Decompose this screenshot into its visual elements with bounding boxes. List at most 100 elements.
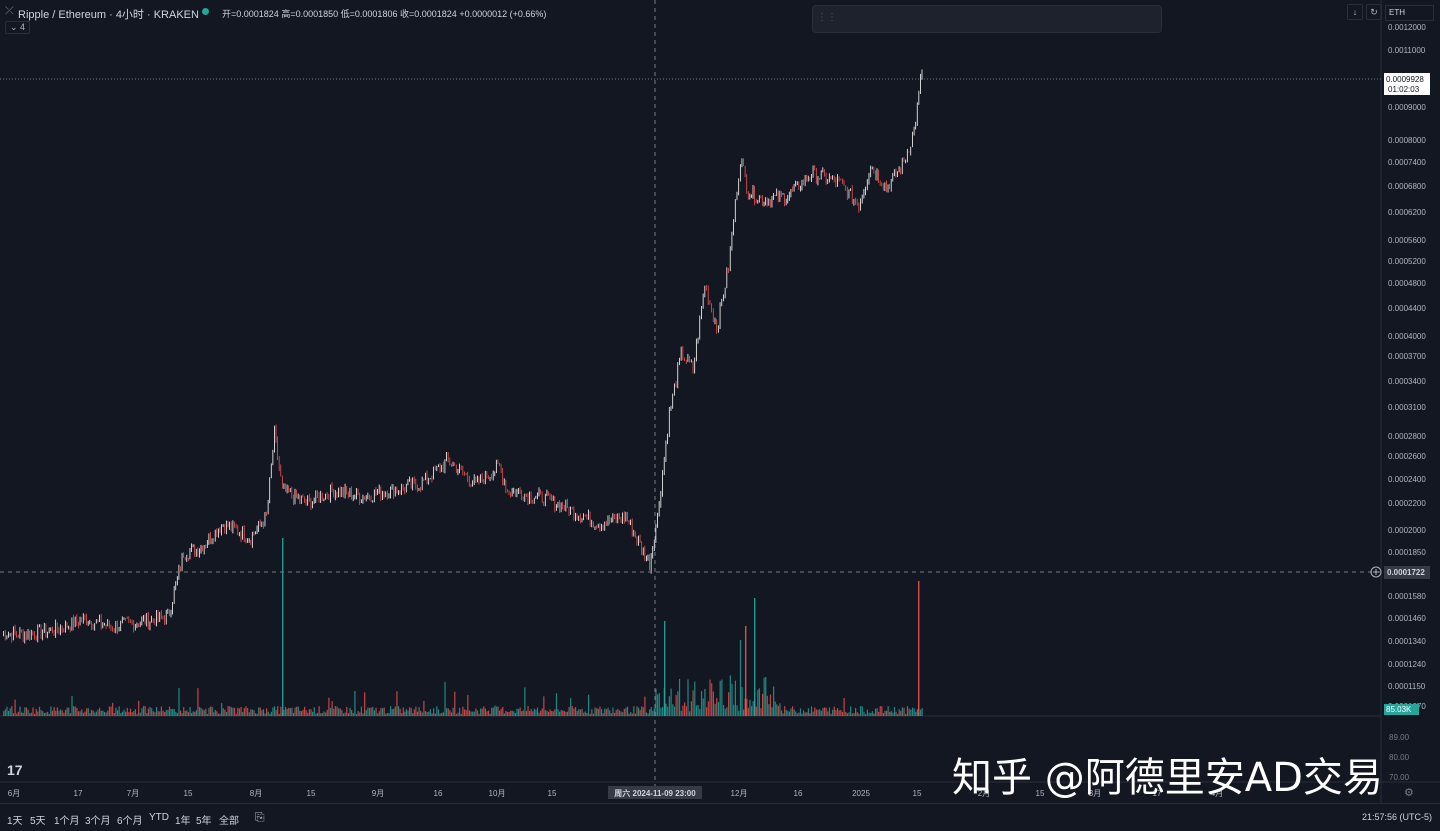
volume-bar xyxy=(532,711,534,716)
volume-bar xyxy=(424,711,427,716)
volume-bar xyxy=(266,708,268,716)
drawing-toolbar: ⋮⋮ xyxy=(812,5,1162,33)
volume-bar xyxy=(596,708,598,716)
volume-bar xyxy=(339,708,341,716)
x-tick-label: 16 xyxy=(434,789,443,798)
volume-bar xyxy=(155,707,158,716)
volume-bar xyxy=(757,689,759,716)
period-button-4[interactable]: 6个月 xyxy=(117,816,143,827)
goto-date-icon[interactable]: ⎘ xyxy=(255,810,265,824)
volume-bar xyxy=(334,706,336,716)
currency-select[interactable]: ETH xyxy=(1385,5,1434,21)
volume-bar xyxy=(571,706,573,716)
volume-bar xyxy=(684,702,686,716)
volume-bar xyxy=(189,706,191,716)
volume-bar xyxy=(399,708,401,716)
volume-bar xyxy=(873,713,875,716)
chart-canvas[interactable]: 0.0012000 0.0011000 0.0009000 0.0008000 0.00… xyxy=(0,0,1440,803)
volume-bar xyxy=(455,713,458,716)
period-button-0[interactable]: 1天 xyxy=(7,816,23,827)
x-tick-label: 7月 xyxy=(127,789,139,798)
symbol-icon[interactable]: ⤫ xyxy=(5,5,14,17)
volume-bar xyxy=(636,706,638,716)
drag-handle-icon[interactable]: ⋮⋮ xyxy=(817,12,837,23)
volume-bar xyxy=(687,679,689,716)
clock[interactable]: 21:57:56 (UTC-5) xyxy=(1361,812,1432,822)
volume-bar xyxy=(559,711,561,716)
volume-bar xyxy=(694,681,696,716)
volume-bar xyxy=(579,709,582,716)
volume-bar xyxy=(103,711,106,716)
volume-bar xyxy=(242,711,244,716)
volume-bar xyxy=(890,710,892,716)
volume-bar xyxy=(116,710,119,716)
volume-bar xyxy=(817,709,819,716)
volume-bar xyxy=(310,709,312,716)
volume-bar xyxy=(815,709,818,716)
volume-bar xyxy=(176,713,179,716)
volume-bar xyxy=(131,712,133,716)
volume-bar xyxy=(586,713,588,716)
period-button-2[interactable]: 1个月 xyxy=(54,816,80,827)
volume-bar xyxy=(19,706,21,716)
volume-bar xyxy=(47,711,49,716)
volume-bar xyxy=(473,711,475,716)
period-button-8[interactable]: 全部 xyxy=(219,816,239,827)
volume-bar xyxy=(605,709,608,716)
volume-bar xyxy=(269,713,271,716)
volume-bar xyxy=(64,709,67,716)
volume-bar xyxy=(868,712,870,716)
volume-bar xyxy=(232,707,234,716)
volume-bar xyxy=(697,705,699,716)
volume-bar xyxy=(175,711,177,716)
volume-bar xyxy=(503,713,505,716)
volume-bar xyxy=(76,707,78,716)
volume-bar xyxy=(58,710,60,716)
volume-bar xyxy=(50,706,52,716)
volume-bar xyxy=(809,713,811,716)
crosshair-time-label: 周六 2024-11-09 23:00 xyxy=(614,788,696,798)
volume-bar xyxy=(209,706,212,716)
period-button-1[interactable]: 5天 xyxy=(30,816,46,827)
volume-bar xyxy=(871,711,873,716)
period-button-6[interactable]: 1年 xyxy=(175,816,191,827)
refresh-icon[interactable]: ↻ xyxy=(1366,4,1382,20)
volume-bar xyxy=(460,713,462,716)
volume-bar xyxy=(8,710,10,716)
volume-bar xyxy=(749,699,751,716)
volume-bar xyxy=(12,713,15,716)
scroll-down-icon[interactable]: ↓ xyxy=(1347,4,1363,20)
tradingview-logo[interactable]: 17 xyxy=(7,762,23,778)
y-tick-label: 0.0003100 xyxy=(1388,403,1426,412)
volume-bar xyxy=(803,710,805,716)
chart-header: ⤫ Ripple / Ethereum · 4小时 · KRAKEN 开=0.0… xyxy=(0,0,1440,34)
period-button-5[interactable]: YTD xyxy=(149,812,169,823)
volume-bar xyxy=(476,710,479,716)
volume-bar xyxy=(437,709,440,716)
collapse-indicators-button[interactable]: ⌄ 4 xyxy=(5,21,31,34)
symbol-title[interactable]: Ripple / Ethereum · 4小时 · KRAKEN xyxy=(18,9,199,21)
volume-bar xyxy=(758,688,761,716)
volume-bar xyxy=(233,707,236,716)
volume-bar xyxy=(544,710,547,716)
volume-bar xyxy=(264,713,266,716)
volume-bar xyxy=(919,709,922,716)
volume-bar xyxy=(489,713,491,716)
volume-bar xyxy=(911,707,914,716)
gear-icon[interactable]: ⚙ xyxy=(1404,787,1414,799)
volume-bar xyxy=(807,708,809,716)
period-button-7[interactable]: 5年 xyxy=(196,816,212,827)
volume-bar xyxy=(699,709,701,716)
volume-bar xyxy=(600,709,603,716)
volume-bar xyxy=(415,706,417,716)
volume-bar xyxy=(312,711,314,716)
volume-bar xyxy=(167,709,169,716)
volume-bar xyxy=(516,708,518,716)
volume-bar xyxy=(760,708,762,716)
volume-bar xyxy=(172,709,174,716)
period-button-3[interactable]: 3个月 xyxy=(85,816,111,827)
volume-bar xyxy=(66,707,68,716)
y-tick-label: 0.0007400 xyxy=(1388,158,1426,167)
volume-bar xyxy=(675,695,677,716)
volume-bar xyxy=(882,712,885,716)
